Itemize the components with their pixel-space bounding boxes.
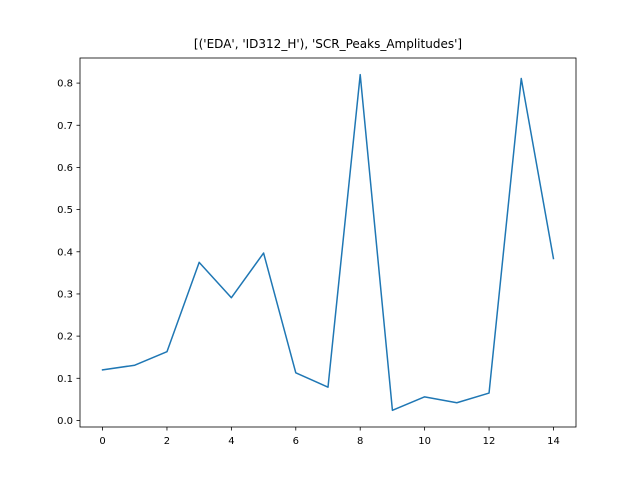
data-point	[327, 386, 330, 389]
data-point	[391, 409, 394, 412]
data-point	[520, 77, 523, 80]
y-tick-label: 0.1	[57, 374, 73, 385]
data-point	[198, 261, 201, 264]
y-tick-label: 0.0	[57, 416, 73, 427]
x-tick-label: 14	[547, 436, 560, 447]
x-tick-label: 4	[228, 436, 234, 447]
x-tick-label: 8	[357, 436, 363, 447]
data-point	[488, 392, 491, 395]
data-point	[101, 368, 104, 371]
series-line	[101, 73, 555, 412]
data-point	[262, 252, 265, 255]
y-tick-label: 0.2	[57, 332, 73, 343]
data-point	[165, 350, 168, 353]
data-point	[133, 364, 136, 367]
x-tick-label: 2	[164, 436, 170, 447]
data-point	[423, 395, 426, 398]
x-tick-label: 0	[99, 436, 105, 447]
data-point	[455, 401, 458, 404]
axes-frame	[79, 57, 577, 428]
y-tick-label: 0.3	[57, 290, 73, 301]
plot-area: 0 2 4 6 8 10 12 14 0.0 0.1 0.2 0.3 0.4 0.5 0.6 0.7 0.8	[57, 57, 577, 447]
y-tick-label: 0.7	[57, 121, 73, 132]
x-tick-label: 10	[418, 436, 431, 447]
data-point	[552, 257, 555, 260]
data-point	[359, 73, 362, 76]
chart-title: [('EDA', 'ID312_H'), 'SCR_Peaks_Amplitud…	[194, 37, 462, 51]
y-tick-label: 0.8	[57, 79, 73, 90]
data-point	[230, 296, 233, 299]
y-tick-label: 0.5	[57, 205, 73, 216]
data-point	[294, 371, 297, 374]
x-tick-label: 12	[483, 436, 496, 447]
x-tick-label: 6	[293, 436, 299, 447]
y-tick-label: 0.4	[57, 247, 73, 258]
y-tick-label: 0.6	[57, 163, 73, 174]
